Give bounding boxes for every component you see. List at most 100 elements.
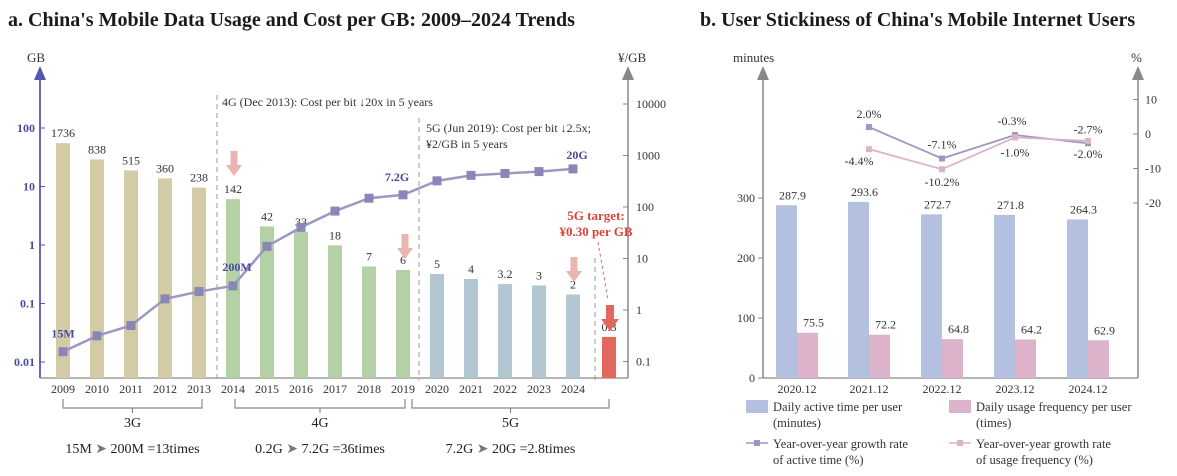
frequency-label: 72.2 (875, 318, 896, 332)
target-bar (602, 336, 616, 378)
cost-bar (464, 278, 478, 378)
cost-bar (362, 266, 376, 378)
category-label: 2022.12 (923, 382, 962, 396)
cost-bar (566, 294, 580, 378)
usage-annotation: 20G (566, 148, 587, 162)
active-growth-marker (866, 124, 872, 131)
active-growth-label: -2.7% (1074, 122, 1103, 136)
panel-a-right-axis-arrow (622, 66, 634, 80)
usage-marker (568, 164, 578, 174)
frequency-bar (942, 339, 963, 378)
panel-a-generation-summaries: 15M ➤ 200M =13times 0.2G ➤ 7.2G =36times 7… (65, 442, 575, 457)
panel-a-5g-note-line2: ¥2/GB in 5 years (426, 137, 508, 151)
summary-to: 200M (107, 442, 147, 457)
cost-bar (430, 274, 444, 378)
legend-swatch-marker (754, 440, 760, 446)
year-label: 2015 (255, 382, 279, 396)
year-label: 2017 (323, 382, 347, 396)
usage-annotation: 7.2G (385, 170, 409, 184)
cost-bar-label: 838 (88, 142, 106, 156)
frequency-growth-label: -4.4% (845, 154, 874, 168)
panel-a-arrows (226, 151, 619, 331)
cost-bar-label: 360 (156, 161, 174, 175)
legend-sublabel: (minutes) (773, 416, 821, 430)
year-label: 2016 (289, 382, 313, 396)
frequency-growth-line (868, 136, 1089, 171)
panel-b-category-labels: 2020.12 2021.12 2022.12 2023.12 2024.12 (778, 382, 1108, 396)
active-time-bar (921, 214, 942, 378)
generation-label: 5G (502, 416, 519, 431)
year-label: 2024 (561, 382, 585, 396)
right-tick-label: 10 (636, 252, 648, 266)
panel-a-5g-note-line1: 5G (Jun 2019): Cost per bit ↓2.5x; (426, 121, 591, 135)
panel-b-right-axis-label: % (1131, 50, 1142, 65)
summary-from: 0.2G (255, 442, 286, 457)
active-growth-label: -7.1% (928, 137, 957, 151)
summary-to: 20G (489, 442, 520, 457)
cost-bar (532, 285, 546, 378)
panel-a-4g-note: 4G (Dec 2013): Cost per bit ↓20x in 5 ye… (222, 95, 433, 109)
year-label: 2022 (493, 382, 517, 396)
active-time-bar (776, 205, 797, 378)
usage-marker (58, 347, 68, 357)
left-tick-label: 200 (737, 251, 755, 265)
usage-marker (500, 168, 510, 178)
legend-swatch (949, 400, 971, 413)
legend-swatch (746, 400, 768, 413)
panel-a-generation-brackets: 3G 4G 5G (62, 399, 610, 431)
generation-summary: 15M ➤ 200M =13times (65, 442, 199, 457)
panel-b-left-axis-label: minutes (733, 50, 774, 65)
usage-marker (194, 287, 204, 297)
generation-label: 4G (311, 416, 328, 431)
panel-a-usage-line (58, 164, 578, 357)
usage-marker (466, 170, 476, 180)
panel-a-title: a. China's Mobile Data Usage and Cost pe… (8, 9, 575, 31)
cost-bar-label: 3 (536, 268, 542, 282)
frequency-growth-label: -1.0% (1001, 145, 1030, 159)
panel-a-usage-annotations: 15M 200M 7.2G 20G (51, 148, 587, 341)
summary-factor: =13times (147, 442, 199, 457)
right-tick-label: 0.1 (636, 355, 651, 369)
frequency-growth-marker (939, 166, 945, 173)
year-label: 2021 (459, 382, 483, 396)
legend-sublabel: of active time (%) (773, 453, 864, 467)
active-time-label: 271.8 (997, 198, 1024, 212)
left-tick-label: 0 (749, 371, 755, 385)
generation-bracket (411, 399, 610, 409)
cost-bar-label: 3.2 (498, 267, 513, 281)
frequency-label: 64.8 (948, 322, 969, 336)
year-label: 2020 (425, 382, 449, 396)
cost-bar-label: 142 (224, 182, 242, 196)
right-tick-label: 10 (1145, 93, 1157, 107)
down-arrow-icon (226, 151, 242, 176)
panel-a-bars (56, 143, 616, 378)
arrow-right-icon: ➤ (286, 442, 298, 457)
cost-bar (90, 159, 104, 378)
active-time-bar (848, 201, 869, 378)
target-label-line1: 5G target: (567, 208, 624, 223)
legend-sublabel: (times) (976, 416, 1011, 430)
usage-marker (330, 206, 340, 216)
active-time-label: 264.3 (1070, 202, 1097, 216)
down-arrow-icon (566, 257, 582, 282)
frequency-growth-marker (1085, 137, 1091, 144)
legend-label: Daily active time per user (773, 400, 903, 414)
cost-bar-label: 238 (190, 171, 208, 185)
arrow-right-icon: ➤ (95, 442, 107, 457)
usage-marker (228, 281, 238, 291)
frequency-growth-marker (1012, 134, 1018, 141)
frequency-growth-label: -10.2% (925, 175, 960, 189)
right-tick-label: 10000 (636, 97, 666, 111)
target-label-line2: ¥0.30 per GB (559, 224, 632, 239)
active-growth-label: -0.3% (998, 114, 1027, 128)
panel-b-right-ticks: 10 0 -10 -20 (1133, 93, 1161, 210)
generation-label: 3G (124, 416, 141, 431)
usage-marker (160, 294, 170, 304)
active-time-label: 287.9 (779, 188, 806, 202)
right-tick-label: 1 (636, 303, 642, 317)
usage-marker (92, 331, 102, 341)
cost-bar (328, 245, 342, 378)
usage-marker (534, 167, 544, 177)
